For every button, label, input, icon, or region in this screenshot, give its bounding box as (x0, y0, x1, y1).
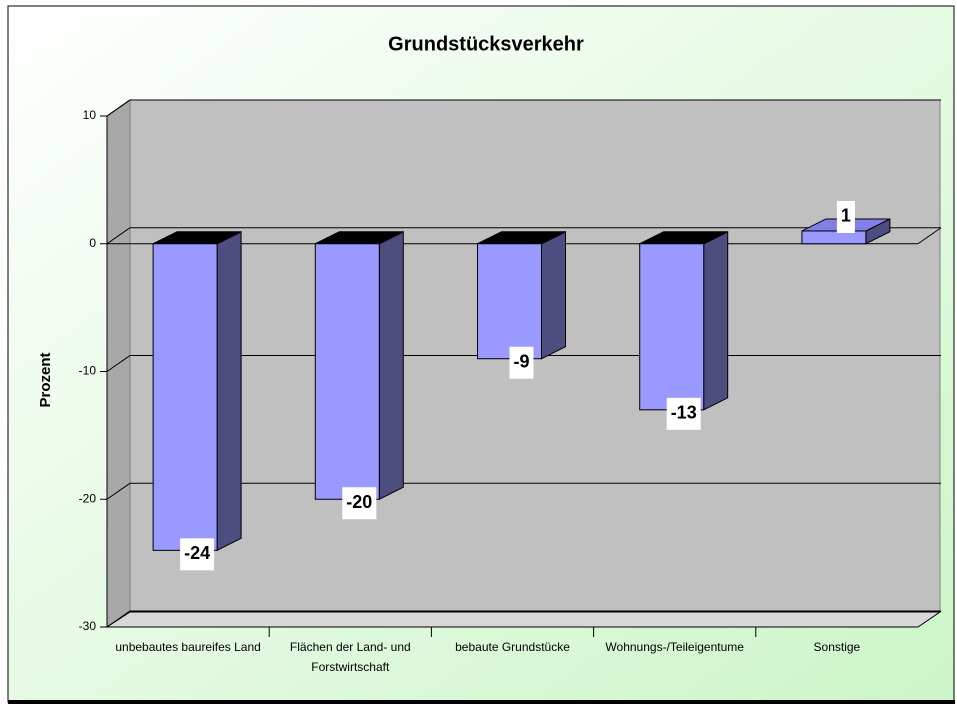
data-label-box (509, 346, 534, 379)
grid-line (106, 227, 131, 245)
grid-line (106, 355, 131, 372)
y-axis-title: Prozent (37, 352, 54, 407)
bar (639, 243, 705, 411)
x-tick-label: Flächen der Land- und Forstwirtschaft (289, 640, 411, 674)
bar (152, 243, 218, 551)
bar-side (541, 230, 566, 360)
zero-line (917, 227, 942, 245)
data-label: 1 (841, 206, 851, 226)
y-tick-label: 0 (89, 236, 96, 250)
data-label-box (836, 200, 855, 233)
data-label: -9 (513, 351, 529, 371)
grid-line (106, 99, 131, 117)
data-label-box (666, 397, 701, 430)
data-label-box (180, 538, 215, 571)
bar-side (703, 230, 729, 411)
x-tick-label: Wohnungs-/Teileigentume (605, 640, 744, 654)
data-label: -13 (671, 403, 697, 423)
data-label-box (342, 487, 377, 520)
bar (314, 243, 380, 500)
floor (105, 611, 942, 628)
y-tick-label: -10 (79, 364, 97, 378)
y-tick-label: 10 (83, 108, 97, 122)
x-tick-label: unbebautes baureifes Land (115, 640, 261, 654)
y-tick-label: -30 (79, 619, 97, 633)
data-label: -20 (346, 492, 372, 512)
chart-title: Grundstücksverkehr (388, 33, 584, 55)
grid-line (106, 482, 131, 500)
data-label: -24 (184, 543, 210, 563)
bar-side (216, 230, 242, 552)
bar (477, 243, 542, 360)
x-tick-label: bebaute Grundstücke (455, 640, 570, 654)
x-tick-label: Sonstige (813, 640, 861, 654)
y-tick-label: -20 (79, 491, 97, 505)
grid-line (106, 610, 131, 628)
bar (801, 230, 867, 245)
bar-side (378, 230, 404, 501)
